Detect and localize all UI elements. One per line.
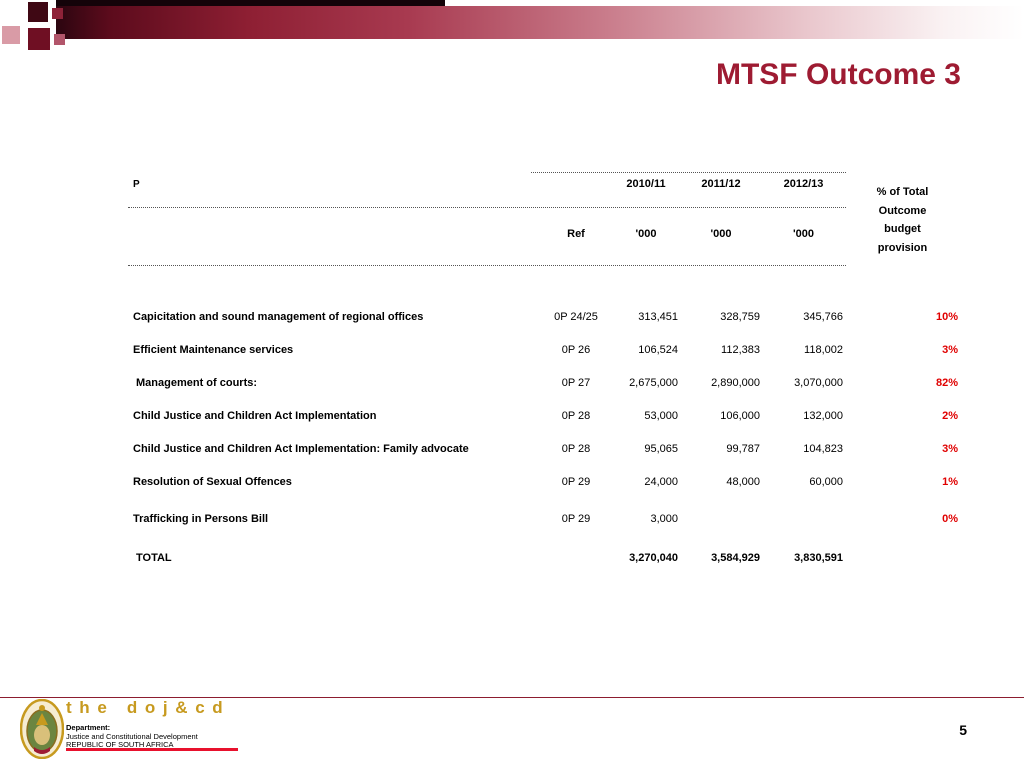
table-row: Child Justice and Children Act Implement… — [128, 432, 960, 465]
row-value-2011: 328,759 — [720, 310, 760, 323]
department-name: Justice and Constitutional Development — [66, 731, 198, 741]
row-value-2010: 95,065 — [644, 442, 678, 455]
row-ref: 0P 26 — [561, 343, 591, 356]
total-value-2010: 3,270,040 — [629, 551, 678, 564]
top-gradient-bar — [30, 6, 1024, 39]
budget-table: P 2010/11 2011/12 2012/13 Ref '000 '000 … — [128, 165, 960, 585]
row-name: Resolution of Sexual Offences — [133, 475, 292, 488]
unit-header: '000 — [793, 228, 814, 240]
year-header: 2010/11 — [626, 178, 666, 190]
row-percent: 3% — [942, 343, 958, 356]
footer-divider — [0, 697, 1024, 698]
row-ref: 0P 24/25 — [554, 310, 598, 323]
decor-square — [52, 8, 63, 19]
row-value-2010: 3,000 — [650, 512, 678, 525]
row-percent: 3% — [942, 442, 958, 455]
doj-brand-wordmark: the doj&cd — [66, 698, 231, 717]
coat-of-arms-logo — [19, 698, 65, 764]
table-row: Trafficking in Persons Bill 0P 29 3,000 … — [128, 502, 960, 535]
row-ref: 0P 29 — [561, 475, 591, 488]
row-value-2011: 99,787 — [726, 442, 760, 455]
department-text: Department: Justice and Constitutional D… — [66, 723, 198, 750]
row-name: Capicitation and sound management of reg… — [133, 310, 424, 323]
footer-red-bar — [66, 748, 238, 751]
table-rule-mid — [128, 207, 846, 208]
row-value-2012: 132,000 — [803, 409, 843, 422]
year-header: 2012/13 — [783, 178, 824, 190]
row-value-2010: 24,000 — [644, 475, 678, 488]
decor-square — [28, 28, 50, 50]
country-name: REPUBLIC OF SOUTH AFRICA — [66, 740, 174, 749]
page-number: 5 — [959, 722, 967, 738]
row-value-2010: 313,451 — [638, 310, 678, 323]
pct-col-header: % of Total Outcome budget provision — [876, 186, 929, 254]
department-label: Department: — [66, 723, 111, 732]
unit-header: '000 — [635, 228, 657, 240]
table-total-row: TOTAL 3,270,040 3,584,929 3,830,591 — [128, 541, 960, 574]
total-label: TOTAL — [136, 551, 172, 564]
row-ref: 0P 27 — [561, 376, 591, 389]
decor-square — [2, 26, 20, 44]
table-row: Child Justice and Children Act Implement… — [128, 399, 960, 432]
row-value-2012: 345,766 — [803, 310, 843, 323]
decor-square — [28, 2, 48, 22]
row-name: Management of courts: — [136, 376, 258, 389]
unit-header: '000 — [710, 228, 732, 240]
row-value-2011: 2,890,000 — [711, 376, 760, 389]
row-value-2012: 3,070,000 — [794, 376, 843, 389]
row-percent: 10% — [935, 310, 958, 323]
total-value-2011: 3,584,929 — [711, 551, 760, 564]
row-value-2010: 2,675,000 — [629, 376, 678, 389]
row-percent: 82% — [935, 376, 958, 389]
row-percent: 0% — [942, 512, 958, 525]
row-percent: 1% — [942, 475, 958, 488]
table-rule-top — [531, 172, 846, 173]
row-value-2012: 118,002 — [804, 343, 843, 356]
row-value-2010: 106,524 — [638, 343, 678, 356]
row-name: Child Justice and Children Act Implement… — [133, 442, 469, 455]
row-name: Child Justice and Children Act Implement… — [133, 409, 377, 422]
coat-of-arms-icon — [19, 698, 65, 760]
row-ref: 0P 28 — [561, 442, 591, 455]
ref-header: Ref — [567, 228, 585, 240]
row-value-2012: 104,823 — [803, 442, 843, 455]
table-row: Efficient Maintenance services 0P 26 106… — [128, 333, 960, 366]
row-value-2010: 53,000 — [644, 409, 678, 422]
top-black-strip — [30, 0, 445, 6]
total-value-2012: 3,830,591 — [794, 551, 843, 564]
table-row: Management of courts: 0P 27 2,675,000 2,… — [128, 366, 960, 399]
row-percent: 2% — [942, 409, 958, 422]
page-title: MTSF Outcome 3 — [715, 58, 961, 91]
row-ref: 0P 29 — [561, 512, 591, 525]
table-rows: Capicitation and sound management of reg… — [128, 300, 960, 574]
row-ref: 0P 28 — [561, 409, 591, 422]
table-rule-bottom — [128, 265, 846, 266]
row-value-2012: 60,000 — [809, 475, 843, 488]
row-name: Efficient Maintenance services — [133, 343, 294, 356]
year-header: 2011/12 — [701, 178, 741, 190]
table-header-units: Ref '000 '000 '000 — [128, 228, 960, 240]
row-value-2011: 112,383 — [721, 343, 760, 356]
first-col-header: P — [133, 178, 140, 190]
row-value-2011: 106,000 — [720, 409, 760, 422]
table-row: Capicitation and sound management of reg… — [128, 300, 960, 333]
table-header-years: P 2010/11 2011/12 2012/13 — [128, 178, 960, 190]
decor-square — [54, 34, 65, 45]
row-name: Trafficking in Persons Bill — [133, 512, 269, 525]
table-row: Resolution of Sexual Offences 0P 29 24,0… — [128, 465, 960, 498]
row-value-2011: 48,000 — [726, 475, 760, 488]
